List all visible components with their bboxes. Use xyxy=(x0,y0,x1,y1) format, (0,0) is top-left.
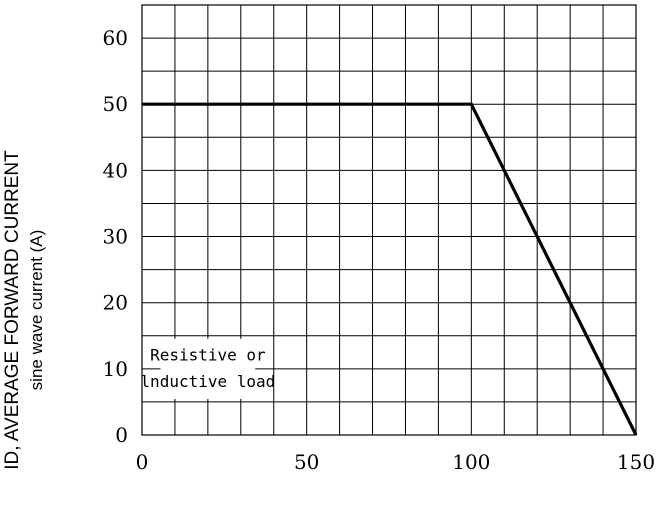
y-tick-label: 50 xyxy=(103,92,128,116)
x-tick-label: 150 xyxy=(617,450,655,474)
y-axis-sublabel: sine wave current (A) xyxy=(27,230,46,391)
annotation-background xyxy=(160,338,256,399)
y-tick-label: 10 xyxy=(103,357,128,381)
y-axis-title: ID, AVERAGE FORWARD CURRENT xyxy=(2,150,23,470)
y-axis-label: ID, AVERAGE FORWARD CURRENT xyxy=(2,150,23,470)
annotation-line-1: Resistive or xyxy=(150,346,266,365)
y-tick-label: 20 xyxy=(103,291,128,315)
y-tick-label: 30 xyxy=(103,225,128,249)
grid xyxy=(142,5,636,435)
x-tick-label: 0 xyxy=(136,450,149,474)
annotation-box: Resistive or lnductive load xyxy=(140,338,275,399)
x-tick-label: 100 xyxy=(452,450,490,474)
x-tick-label: 50 xyxy=(294,450,319,474)
y-tick-label: 60 xyxy=(103,26,128,50)
y-tick-label: 40 xyxy=(103,158,128,182)
y-tick-label: 0 xyxy=(115,423,128,447)
plot-frame xyxy=(141,4,637,436)
derating-curve xyxy=(142,102,638,436)
y-tick-labels: 0 10 20 30 40 50 60 xyxy=(103,26,128,447)
annotation-line-2: lnductive load xyxy=(140,372,275,391)
y-axis-subtitle: sine wave current (A) xyxy=(27,230,46,391)
x-tick-labels: 0 50 100 150 xyxy=(136,450,655,474)
